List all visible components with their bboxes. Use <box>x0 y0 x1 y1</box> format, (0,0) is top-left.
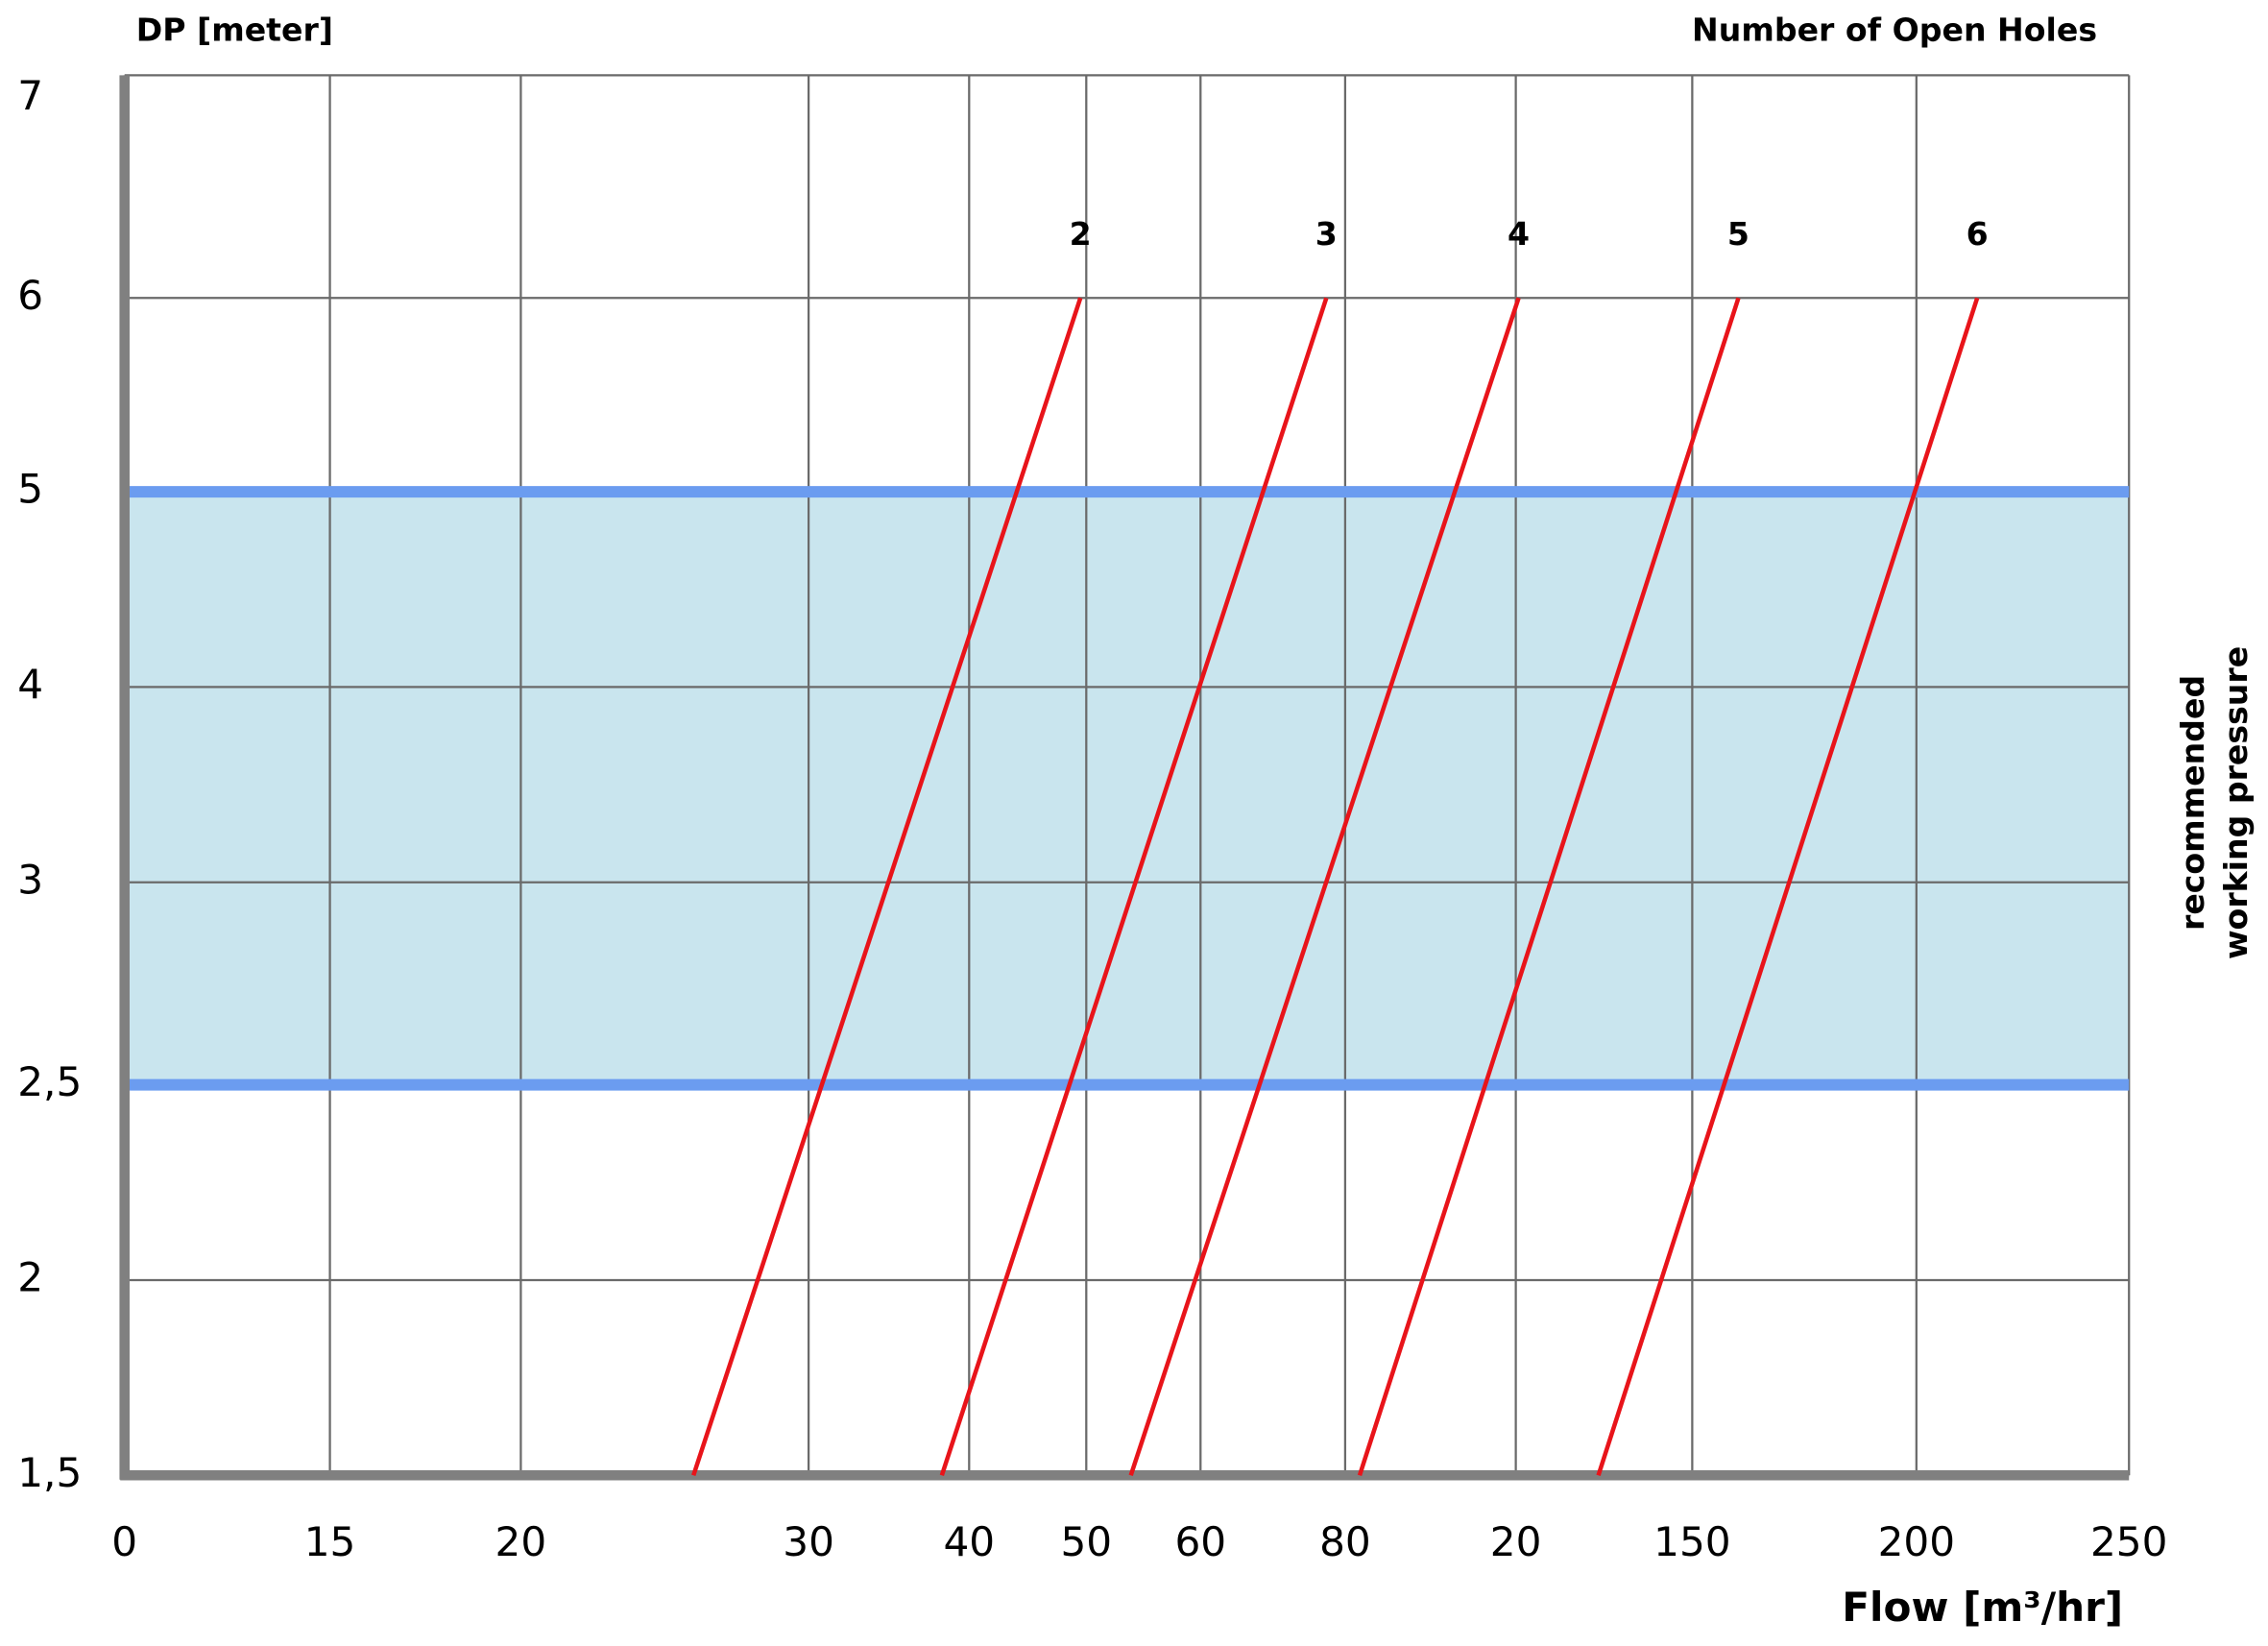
x-axis-title: Flow [m³/hr] <box>1842 1584 2123 1631</box>
x-tick-label: 150 <box>1653 1518 1730 1565</box>
y-tick-label: 2 <box>17 1253 43 1300</box>
x-tick-label: 15 <box>304 1518 356 1565</box>
x-tick-label: 50 <box>1060 1518 1112 1565</box>
x-tick-label: 80 <box>1319 1518 1371 1565</box>
series-line <box>691 297 1083 1476</box>
y-tick-label: 5 <box>17 466 43 513</box>
series-label: 3 <box>1315 215 1338 253</box>
x-tick-label: 60 <box>1174 1518 1226 1565</box>
series-label: 6 <box>1966 215 1989 253</box>
series-label: 2 <box>1070 215 1092 253</box>
y-tick-label: 6 <box>17 272 43 319</box>
series-line <box>1357 297 1741 1476</box>
band <box>124 492 2130 1085</box>
series-label: 5 <box>1727 215 1749 253</box>
x-tick-label: 250 <box>2090 1518 2167 1565</box>
y-tick-label: 1,5 <box>17 1449 82 1496</box>
series-line <box>1596 297 1980 1476</box>
y-tick-label: 4 <box>17 661 43 708</box>
x-tick-label: 40 <box>943 1518 995 1565</box>
series-label: 4 <box>1508 215 1530 253</box>
y-axis-title: DP [meter] <box>136 12 333 49</box>
x-tick-label: 0 <box>111 1518 137 1565</box>
x-tick-label: 20 <box>495 1518 547 1565</box>
legend-title: Number of Open Holes <box>1692 12 2097 49</box>
y-tick-label: 7 <box>17 72 43 119</box>
x-tick-label: 20 <box>1490 1518 1542 1565</box>
band-label-line: working pressure <box>2217 646 2255 959</box>
series-line <box>1128 297 1521 1476</box>
series-line <box>939 297 1329 1476</box>
y-tick-label: 2,5 <box>17 1058 82 1105</box>
x-tick-label: 200 <box>1878 1518 1955 1565</box>
band-label-line: recommended <box>2174 675 2211 931</box>
band-label: recommended working pressure <box>2174 646 2255 959</box>
y-tick-label: 3 <box>17 856 43 903</box>
x-tick-label: 30 <box>783 1518 834 1565</box>
